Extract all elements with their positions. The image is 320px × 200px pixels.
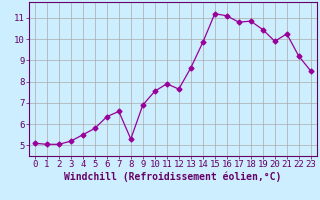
X-axis label: Windchill (Refroidissement éolien,°C): Windchill (Refroidissement éolien,°C) (64, 172, 282, 182)
